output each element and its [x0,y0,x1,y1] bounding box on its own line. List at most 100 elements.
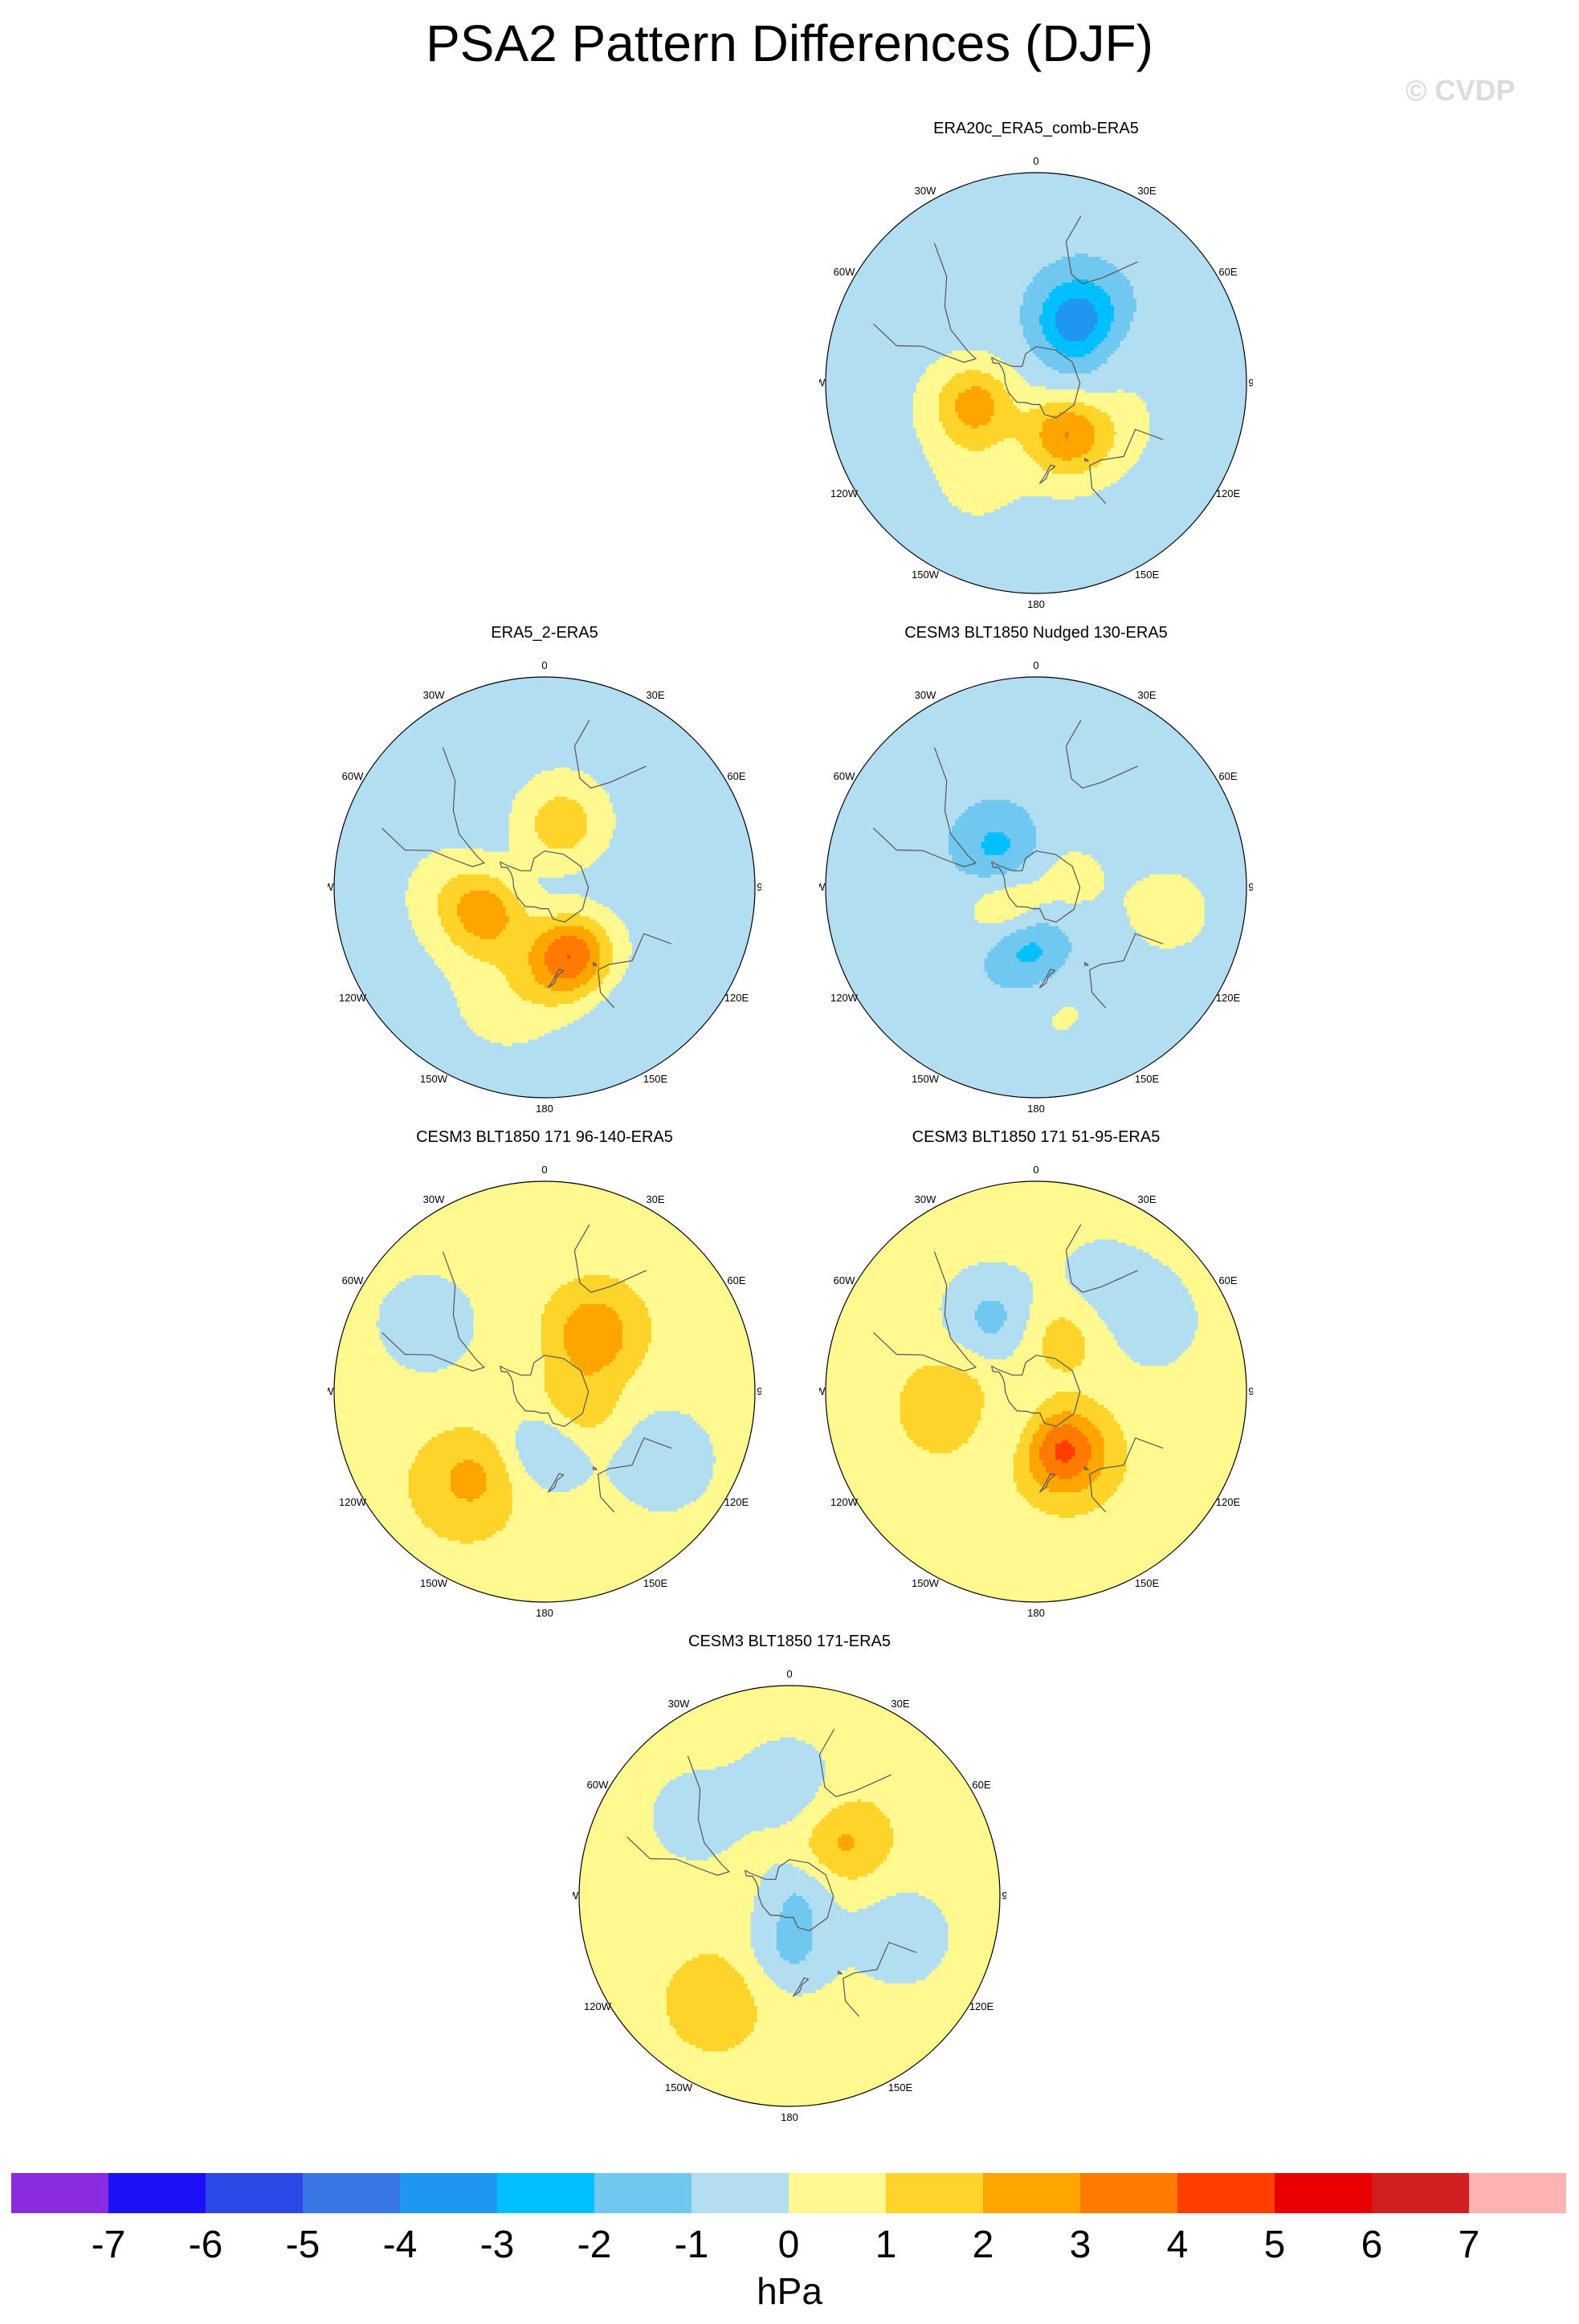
colorbar-tick-label: 7 [1437,2223,1501,2268]
longitude-label: 150W [912,1073,940,1085]
longitude-label: 0 [1033,1164,1038,1176]
longitude-label: 180 [1027,598,1045,610]
longitude-label: 60W [834,770,855,782]
colorbar-swatch [1469,2173,1566,2213]
longitude-label: 150W [912,1577,940,1589]
longitude-label: 120E [1216,1496,1241,1508]
colorbar-tick-label: 1 [854,2223,918,2268]
colorbar-tick-label: 3 [1048,2223,1112,2268]
units-label: hPa [0,2269,1579,2313]
longitude-label: 90W [819,377,826,389]
longitude-label: 150E [643,1577,668,1589]
longitude-label: 0 [1033,155,1038,167]
longitude-label: 180 [536,1607,553,1619]
colorbar-tick-label: -3 [465,2223,529,2268]
polar-map: 030E60E90E120E150E180150W120W90W60W30W [573,1654,1006,2138]
colorbar-swatch [206,2173,304,2213]
colorbar-swatch [1080,2173,1178,2213]
colorbar-tick-label: 6 [1340,2223,1404,2268]
colorbar-tick-label: 2 [951,2223,1015,2268]
longitude-label: 120E [969,2000,994,2012]
longitude-label: 90E [1248,1385,1253,1397]
polar-map: 0 30E 60E 90E 120E 150E 180 150W 120W 90W 60W 30W [819,1150,1253,1633]
colorbar-swatch [789,2173,887,2213]
longitude-label: 150W [912,569,940,581]
longitude-label: 30W [668,1698,690,1710]
longitude-label: 30W [915,185,936,197]
colorbar-tick-label: -6 [173,2223,238,2268]
longitude-label: 90E [757,881,761,893]
panel-title: CESM3 BLT1850 Nudged 130-ERA5 [819,623,1253,642]
longitude-label: 180 [536,1103,553,1115]
longitude-label: 30E [891,1698,909,1710]
longitude-label: 120E [724,1496,749,1508]
map-panel-6: CESM3 BLT1850 171-ERA5 030E60E90E120E150… [573,1632,1006,2138]
panel-title: ERA5_2-ERA5 [328,623,761,642]
longitude-label: 90E [1002,1890,1006,1902]
colorbar-swatch [692,2173,790,2213]
colorbar-swatch [1275,2173,1373,2213]
colorbar-tick-label: -1 [659,2223,724,2268]
panel-title: ERA20c_ERA5_comb-ERA5 [819,119,1253,138]
colorbar-swatch [400,2173,498,2213]
longitude-label: 30W [915,689,936,701]
polar-map: 030E60E90E120E150E180150W120W90W60W30W [819,141,1253,625]
colorbar-tick-label: -4 [368,2223,432,2268]
longitude-label: 120E [1216,487,1241,499]
longitude-label: 180 [781,2111,798,2123]
longitude-label: 0 [786,1668,792,1680]
longitude-label: 90E [1248,377,1253,389]
map-panel-4: CESM3 BLT1850 171 96-140-ERA5 030E60E90E… [328,1127,761,1633]
colorbar-swatch [1177,2173,1275,2213]
colorbar-tick-label: -2 [562,2223,626,2268]
longitude-label: 150E [643,1073,668,1085]
longitude-label: 30W [423,1193,445,1205]
longitude-label: 60E [1218,1274,1237,1286]
longitude-label: 150W [420,1577,448,1589]
longitude-label: 30W [915,1193,936,1205]
longitude-label: 0 [541,659,547,671]
longitude-label: 150E [1135,1577,1160,1589]
longitude-label: 90W [573,1890,579,1902]
longitude-label: 150W [420,1073,448,1085]
longitude-label: 150E [1135,569,1160,581]
longitude-label: 60W [342,1274,364,1286]
longitude-label: 30E [1137,185,1156,197]
longitude-label: 120W [830,992,859,1004]
longitude-label: 90E [1248,881,1253,893]
colorbar-swatch [886,2173,984,2213]
longitude-label: 30E [1137,689,1156,701]
watermark: © CVDP [1406,74,1516,108]
longitude-label: 150E [1135,1073,1160,1085]
longitude-label: 90W [328,1385,334,1397]
longitude-label: 60E [727,770,745,782]
colorbar-swatch [1372,2173,1470,2213]
longitude-label: 0 [1033,659,1038,671]
longitude-label: 60E [727,1274,745,1286]
polar-map: 030E60E90E120E150E180150W120W90W60W30W [819,646,1253,1129]
colorbar-tick-label: 0 [757,2223,821,2268]
longitude-label: 120W [830,1496,859,1508]
colorbar-swatch [303,2173,401,2213]
longitude-label: 30E [646,689,664,701]
longitude-label: 180 [1027,1607,1045,1619]
map-panel-1: ERA20c_ERA5_comb-ERA5 030E60E90E120E150E… [819,119,1253,625]
map-panel-3: CESM3 BLT1850 Nudged 130-ERA5 030E60E90E… [819,623,1253,1129]
longitude-label: 120W [830,487,859,499]
colorbar-swatch [983,2173,1081,2213]
page-title: PSA2 Pattern Differences (DJF) [0,13,1579,74]
longitude-label: 30E [646,1193,664,1205]
longitude-label: 60W [834,266,855,278]
colorbar-swatch [11,2173,109,2213]
longitude-label: 30E [1137,1193,1156,1205]
longitude-label: 90W [819,1385,826,1397]
longitude-label: 30W [423,689,445,701]
colorbar-swatch [497,2173,595,2213]
colorbar-swatch [594,2173,692,2213]
longitude-label: 150W [665,2081,693,2094]
longitude-label: 120W [339,992,367,1004]
panel-title: CESM3 BLT1850 171 96-140-ERA5 [328,1127,761,1147]
longitude-label: 60W [834,1274,855,1286]
map-panel-5: CESM3 BLT1850 171 51-95-ERA5 030E60E90E1… [819,1127,1253,1633]
longitude-label: 120W [584,2000,612,2012]
